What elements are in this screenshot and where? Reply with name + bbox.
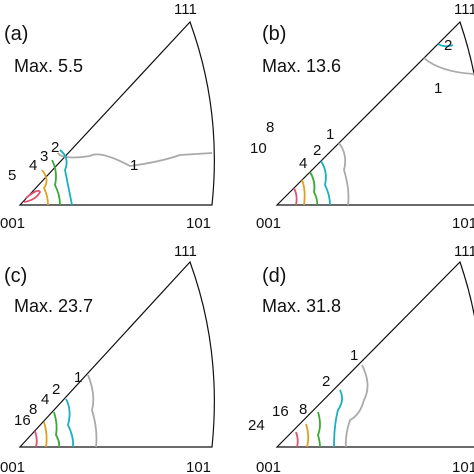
panel-d: (d) Max. 31.8 111 001 101 24 16 8 2 1 bbox=[248, 243, 474, 474]
panel-b: (b) Max. 13.6 111 001 101 10 8 4 2 1 2 1 bbox=[250, 1, 474, 232]
corner-label: 101 bbox=[186, 215, 211, 232]
contour bbox=[423, 57, 474, 75]
corner-label: 101 bbox=[186, 459, 211, 474]
contour-label: 16 bbox=[14, 412, 31, 429]
contour bbox=[51, 159, 61, 206]
contour bbox=[53, 411, 61, 448]
corner-label: 001 bbox=[0, 215, 25, 232]
contour bbox=[344, 364, 369, 448]
contour-label: 1 bbox=[434, 80, 442, 97]
contour bbox=[437, 43, 454, 48]
contour-label: 2 bbox=[51, 139, 59, 156]
contour bbox=[317, 411, 321, 448]
max-label: Max. 23.7 bbox=[14, 296, 93, 316]
contour bbox=[301, 179, 306, 206]
contour-label: 2 bbox=[444, 37, 452, 54]
triangle bbox=[275, 20, 474, 206]
triangle bbox=[275, 260, 474, 448]
contour-label: 1 bbox=[74, 369, 82, 386]
contour-label: 4 bbox=[299, 155, 307, 172]
max-label: Max. 13.6 bbox=[262, 56, 341, 76]
corner-label: 001 bbox=[0, 459, 25, 474]
contour bbox=[309, 171, 319, 206]
contour-label: 1 bbox=[350, 347, 358, 364]
contour bbox=[338, 142, 350, 206]
panel-label: (a) bbox=[4, 23, 28, 45]
contour bbox=[305, 423, 310, 448]
triangle bbox=[18, 20, 215, 206]
contour bbox=[59, 149, 73, 206]
panel-label: (d) bbox=[262, 265, 286, 287]
contour bbox=[34, 430, 38, 448]
contour bbox=[295, 431, 299, 448]
contour-label: 8 bbox=[29, 401, 37, 418]
contour-label: 24 bbox=[248, 417, 265, 434]
corner-label: 111 bbox=[174, 243, 197, 260]
corner-label: 111 bbox=[454, 1, 474, 18]
contour bbox=[41, 169, 49, 206]
panel-c: (c) Max. 23.7 111 001 101 16 8 4 2 1 bbox=[0, 243, 215, 474]
panel-label: (b) bbox=[262, 23, 286, 45]
contour bbox=[65, 398, 75, 448]
panel-a: (a) Max. 5.5 111 001 101 5 4 3 2 1 bbox=[0, 1, 215, 232]
contour bbox=[43, 421, 48, 448]
corner-label: 001 bbox=[256, 215, 281, 232]
contour-label: 4 bbox=[29, 157, 37, 174]
contour-label: 3 bbox=[40, 148, 48, 165]
contour-label: 8 bbox=[299, 401, 307, 418]
contour-label: 1 bbox=[326, 126, 334, 143]
corner-label: 001 bbox=[256, 459, 281, 474]
contour-label: 1 bbox=[130, 157, 138, 174]
corner-label: 101 bbox=[452, 459, 474, 474]
triangle bbox=[18, 260, 215, 448]
contour-label: 16 bbox=[272, 403, 289, 420]
max-label: Max. 5.5 bbox=[14, 56, 83, 76]
corner-label: 111 bbox=[454, 243, 474, 260]
contour-label: 2 bbox=[313, 142, 321, 159]
contour bbox=[320, 160, 331, 206]
contour-label: 8 bbox=[266, 119, 274, 136]
corner-label: 101 bbox=[452, 215, 474, 232]
contour-label: 2 bbox=[322, 373, 330, 390]
contour-label: 4 bbox=[41, 391, 49, 408]
contour bbox=[23, 189, 42, 203]
contour bbox=[293, 187, 298, 206]
corner-label: 111 bbox=[174, 1, 197, 18]
contour bbox=[333, 389, 343, 448]
panel-label: (c) bbox=[4, 265, 27, 287]
contour-label: 2 bbox=[52, 381, 60, 398]
contour bbox=[87, 374, 98, 448]
max-label: Max. 31.8 bbox=[262, 296, 341, 316]
contour bbox=[57, 152, 213, 167]
contour-label: 5 bbox=[8, 167, 16, 184]
contour-label: 10 bbox=[250, 140, 267, 157]
